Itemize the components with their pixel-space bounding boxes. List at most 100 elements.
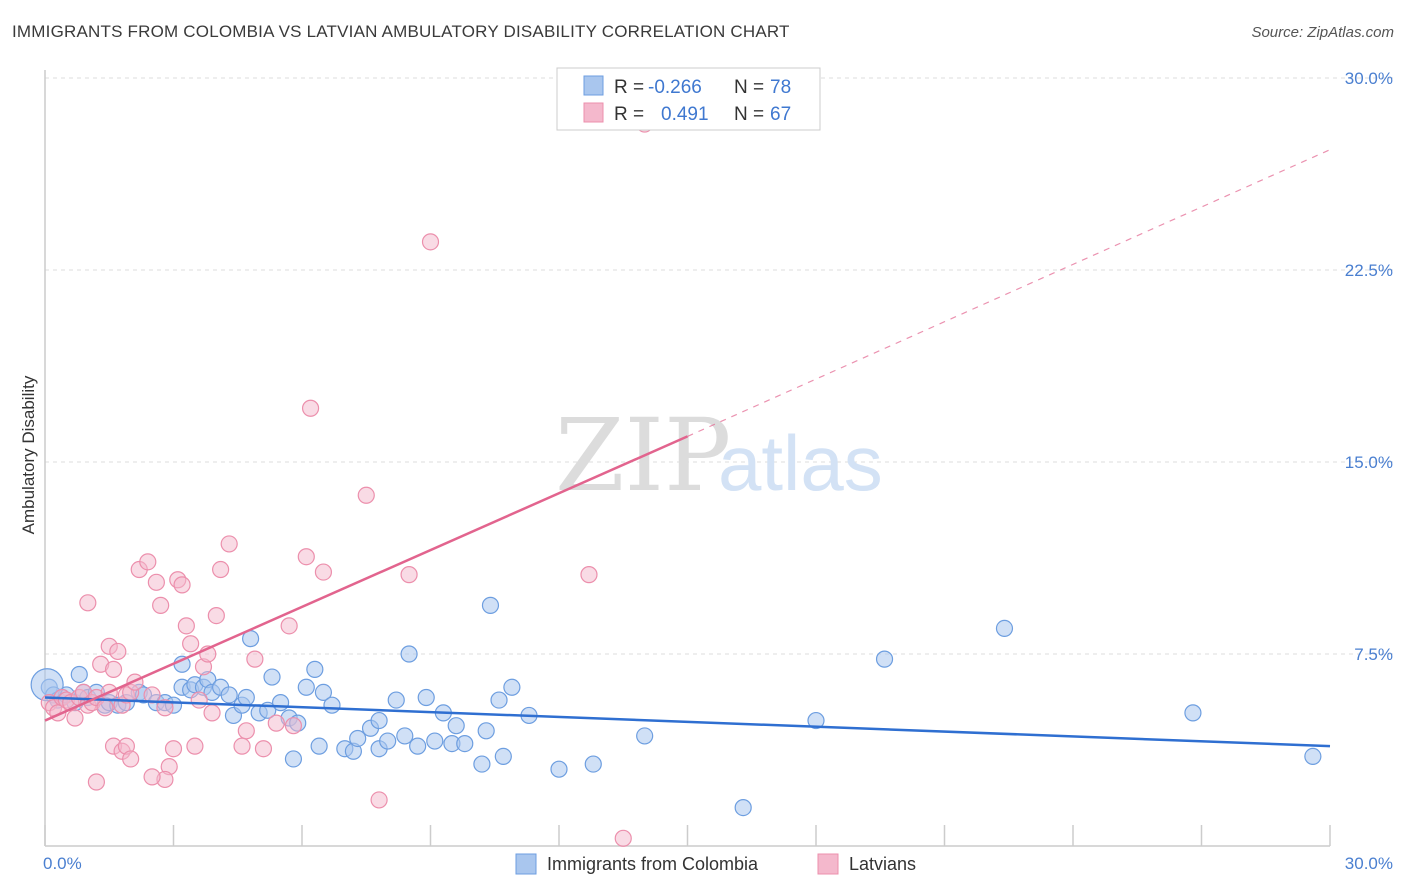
legend-r-label-2: R = xyxy=(614,104,644,125)
x-tick-label-max: 30.0% xyxy=(1345,854,1393,873)
point-colombia xyxy=(306,660,324,678)
point-latvians xyxy=(182,635,200,653)
point-colombia xyxy=(584,755,602,773)
point-colombia xyxy=(473,755,491,773)
point-latvians xyxy=(212,560,230,579)
point-colombia xyxy=(396,727,414,745)
point-colombia xyxy=(426,732,444,750)
point-latvians xyxy=(156,699,174,717)
y-tick-label: 7.5% xyxy=(1354,645,1393,664)
point-latvians xyxy=(122,750,140,768)
point-latvians xyxy=(190,691,208,709)
point-colombia xyxy=(284,750,303,768)
point-latvians xyxy=(314,563,333,581)
watermark-atlas: atlas xyxy=(718,419,883,507)
legend-r-value-2: 0.491 xyxy=(661,104,709,125)
point-latvians xyxy=(109,642,127,661)
point-colombia xyxy=(271,694,290,712)
point-colombia xyxy=(636,727,654,745)
point-colombia xyxy=(237,688,255,707)
point-latvians xyxy=(357,486,375,504)
point-colombia xyxy=(456,734,474,753)
point-colombia xyxy=(310,737,328,755)
point-colombia xyxy=(550,760,568,778)
point-colombia xyxy=(807,711,825,730)
point-latvians xyxy=(614,829,632,847)
point-latvians xyxy=(96,699,114,717)
point-latvians xyxy=(143,686,161,704)
legend-n-label-1: N = xyxy=(734,77,764,98)
point-latvians xyxy=(220,535,238,553)
point-latvians xyxy=(203,704,221,722)
legend-n-label-2: N = xyxy=(734,104,764,125)
trend-line-colombia xyxy=(44,696,1331,748)
point-latvians xyxy=(400,566,418,584)
point-latvians xyxy=(280,617,298,635)
point-latvians xyxy=(421,233,440,251)
point-latvians xyxy=(267,714,285,732)
point-colombia xyxy=(400,645,418,663)
point-colombia xyxy=(379,732,397,750)
watermark: ZIP atlas xyxy=(555,397,883,514)
point-latvians xyxy=(580,566,598,584)
y-tick-label: 30.0% xyxy=(1345,69,1393,88)
legend-label-latvians: Latvians xyxy=(849,854,916,874)
legend-label-colombia: Immigrants from Colombia xyxy=(547,854,759,874)
point-latvians xyxy=(370,791,388,809)
point-colombia xyxy=(481,596,500,614)
point-colombia xyxy=(447,717,465,735)
chart-title: IMMIGRANTS FROM COLOMBIA VS LATVIAN AMBU… xyxy=(12,22,790,41)
point-latvians xyxy=(87,773,106,791)
point-colombia xyxy=(409,737,427,755)
legend-n-value-2: 67 xyxy=(770,104,791,125)
y-axis-label: Ambulatory Disability xyxy=(19,375,38,534)
point-colombia xyxy=(323,696,341,714)
y-tick-label: 15.0% xyxy=(1345,453,1393,472)
legend-swatch-pink xyxy=(583,102,604,123)
point-colombia xyxy=(387,691,405,709)
point-latvians xyxy=(246,650,264,668)
point-colombia xyxy=(417,688,435,707)
x-tick-marks xyxy=(44,825,1331,846)
stats-legend: R = -0.266 N = 78 R = 0.491 N = 67 xyxy=(556,67,821,131)
legend-n-value-1: 78 xyxy=(770,77,791,98)
point-colombia xyxy=(349,729,367,748)
point-colombia xyxy=(494,747,512,766)
point-colombia xyxy=(995,619,1014,638)
point-colombia xyxy=(314,683,333,702)
grid-lines xyxy=(45,77,1393,655)
point-latvians xyxy=(143,768,161,786)
point-colombia xyxy=(220,686,238,704)
point-latvians xyxy=(301,399,320,417)
legend-swatch-latvians xyxy=(817,853,839,875)
y-tick-label: 22.5% xyxy=(1345,261,1393,280)
point-latvians xyxy=(207,606,225,625)
legend-swatch-colombia xyxy=(515,853,537,875)
trend-lines xyxy=(44,149,1331,748)
legend-r-label-1: R = xyxy=(614,77,644,98)
point-colombia xyxy=(875,650,894,668)
point-latvians xyxy=(152,596,170,614)
y-tick-labels: 7.5% 15.0% 22.5% 30.0% xyxy=(1345,69,1393,664)
point-colombia xyxy=(503,678,521,696)
point-colombia xyxy=(263,668,281,686)
series-colombia-points xyxy=(30,596,1322,817)
point-colombia xyxy=(734,798,752,817)
point-latvians xyxy=(66,709,84,727)
point-colombia xyxy=(1184,704,1202,722)
point-colombia xyxy=(70,665,88,684)
point-latvians xyxy=(147,573,165,591)
source-label: Source: ZipAtlas.com xyxy=(1251,24,1394,41)
point-colombia xyxy=(1304,747,1322,766)
trend-line-latvians xyxy=(44,435,689,722)
legend-r-value-1: -0.266 xyxy=(648,77,702,98)
point-latvians xyxy=(186,737,204,755)
point-latvians xyxy=(173,576,191,594)
point-latvians xyxy=(139,553,157,571)
point-latvians xyxy=(254,740,273,758)
point-colombia xyxy=(490,691,508,709)
point-colombia xyxy=(297,678,315,696)
legend-swatch-blue xyxy=(583,75,604,96)
